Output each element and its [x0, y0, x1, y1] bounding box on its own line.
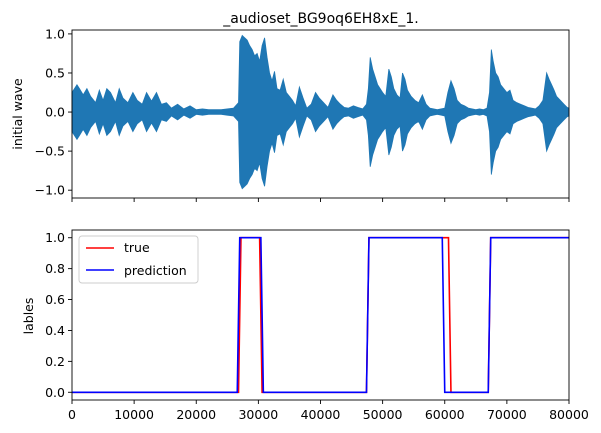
waveform-plot: _audioset_BG9oq6EH8xE_1. initial wave −1… — [10, 11, 570, 202]
y-ticks-labels: 0.0 0.2 0.4 0.6 0.8 1.0 — [45, 230, 72, 400]
x-tick-label: 60000 — [425, 407, 465, 422]
labels-axes-frame — [71, 229, 570, 401]
x-tick-label: 50000 — [363, 407, 403, 422]
x-tick-label: 40000 — [301, 407, 341, 422]
legend-label-prediction: prediction — [124, 263, 187, 278]
y-tick-label-labels: 0.6 — [45, 292, 65, 307]
labels-plot: lables 0.0 0.2 0.4 0.6 0.8 1.0 0 10000 20000 300… — [21, 229, 589, 422]
y-tick-label-labels: 0.8 — [45, 261, 65, 276]
y-axis-label-wave: initial wave — [10, 78, 25, 150]
y-ticks-wave: −1.0 −0.5 0.0 0.5 1.0 — [35, 26, 72, 198]
x-ticks-wave — [71, 198, 570, 202]
y-tick-label-labels: 0.2 — [45, 354, 65, 369]
y-tick-label-wave: 0.5 — [45, 65, 65, 80]
legend-label-true: true — [124, 240, 150, 255]
x-tick-label: 80000 — [549, 407, 589, 422]
waveform-line — [71, 34, 570, 190]
x-tick-label: 20000 — [176, 407, 216, 422]
x-tick-label: 70000 — [487, 407, 527, 422]
series-line-prediction — [72, 236, 569, 394]
y-tick-label-wave: −0.5 — [35, 144, 65, 159]
x-tick-label: 10000 — [114, 407, 154, 422]
y-tick-label-labels: 0.0 — [45, 385, 65, 400]
waveform-axes-frame — [71, 29, 570, 199]
y-tick-label-wave: 0.0 — [45, 105, 65, 120]
x-ticks-labels: 0 10000 20000 30000 40000 50000 60000 70000 8000… — [68, 400, 589, 422]
y-tick-label-wave: 1.0 — [45, 26, 65, 41]
y-tick-label-labels: 1.0 — [45, 230, 65, 245]
y-axis-label-labels: lables — [21, 298, 36, 335]
legend: true prediction — [78, 235, 199, 284]
x-tick-label: 0 — [68, 407, 76, 422]
y-tick-label-labels: 0.4 — [45, 323, 65, 338]
x-tick-label: 30000 — [238, 407, 278, 422]
y-tick-label-wave: −1.0 — [35, 183, 65, 198]
chart-title: _audioset_BG9oq6EH8xE_1. — [222, 11, 418, 27]
